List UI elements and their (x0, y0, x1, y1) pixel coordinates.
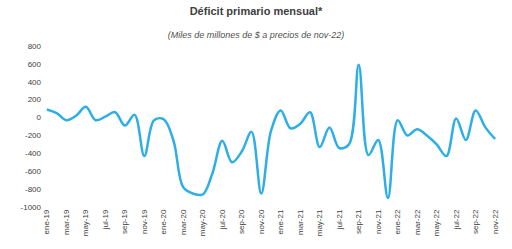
svg-text:sep-22: sep-22 (471, 209, 480, 234)
svg-text:-200: -200 (25, 131, 42, 140)
svg-text:-1000: -1000 (21, 203, 42, 212)
svg-text:sep-19: sep-19 (120, 209, 129, 234)
svg-text:may-19: may-19 (81, 209, 90, 236)
svg-text:mar-20: mar-20 (179, 209, 188, 235)
svg-text:800: 800 (28, 42, 42, 51)
svg-text:ene-21: ene-21 (276, 209, 285, 234)
svg-text:jul-19: jul-19 (101, 209, 110, 230)
svg-text:ene-19: ene-19 (42, 209, 51, 234)
svg-text:sep-20: sep-20 (237, 209, 246, 234)
svg-text:nov-19: nov-19 (140, 209, 149, 234)
svg-text:-400: -400 (25, 149, 42, 158)
svg-text:-800: -800 (25, 185, 42, 194)
svg-text:may-22: may-22 (432, 209, 441, 236)
svg-text:-600: -600 (25, 167, 42, 176)
svg-text:(Miles de millones de $ a prec: (Miles de millones de $ a precios de nov… (168, 30, 345, 40)
svg-text:nov-21: nov-21 (374, 209, 383, 234)
svg-text:nov-22: nov-22 (491, 209, 500, 234)
svg-text:mar-22: mar-22 (413, 209, 422, 235)
svg-text:may-21: may-21 (315, 209, 324, 236)
svg-text:sep-21: sep-21 (354, 209, 363, 234)
svg-text:ene-22: ene-22 (393, 209, 402, 234)
svg-text:400: 400 (28, 78, 42, 87)
svg-text:mar-19: mar-19 (62, 209, 71, 235)
svg-text:mar-21: mar-21 (296, 209, 305, 235)
svg-text:may-20: may-20 (198, 209, 207, 236)
svg-text:200: 200 (28, 95, 42, 104)
svg-text:ene-20: ene-20 (159, 209, 168, 234)
svg-text:jul-20: jul-20 (218, 209, 227, 230)
svg-text:jul-22: jul-22 (452, 209, 461, 230)
svg-text:Déficit primario mensual*: Déficit primario mensual* (190, 5, 323, 17)
svg-text:jul-21: jul-21 (335, 209, 344, 230)
svg-text:0: 0 (37, 113, 42, 122)
svg-text:nov-20: nov-20 (257, 209, 266, 234)
svg-text:600: 600 (28, 60, 42, 69)
